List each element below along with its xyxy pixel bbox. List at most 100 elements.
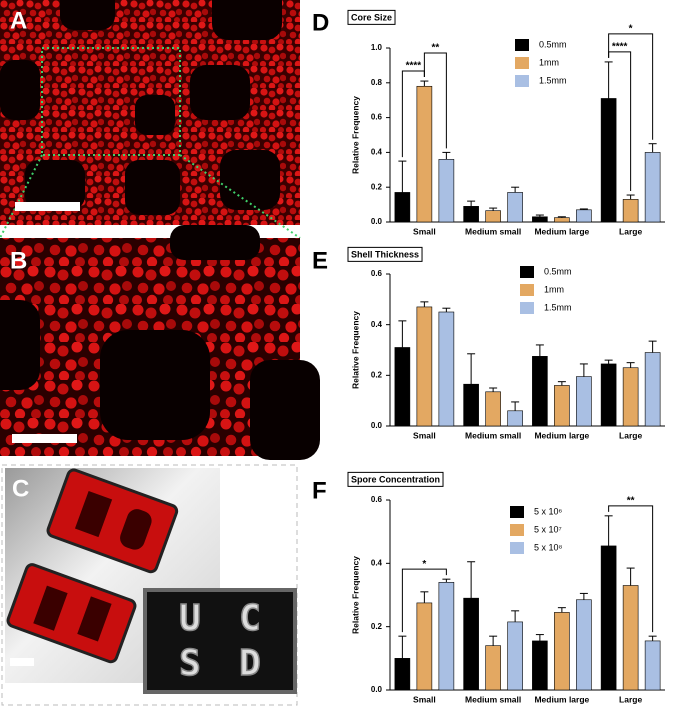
panel-c: U C S D C bbox=[1, 464, 298, 706]
panel-label: A bbox=[10, 7, 27, 34]
legend-swatch bbox=[510, 506, 524, 518]
legend-swatch bbox=[520, 266, 534, 278]
y-tick-label: 0.2 bbox=[371, 182, 383, 191]
significance-label: * bbox=[422, 559, 426, 570]
title-box bbox=[347, 471, 444, 487]
y-tick-label: 0.6 bbox=[371, 113, 383, 122]
bar bbox=[576, 209, 592, 223]
y-tick-label: 0.4 bbox=[371, 148, 383, 157]
bar bbox=[438, 159, 455, 223]
inset-letter: U bbox=[179, 598, 201, 639]
y-tick-label: 0.6 bbox=[371, 495, 383, 504]
title-box bbox=[347, 246, 423, 262]
significance-bracket bbox=[608, 505, 654, 633]
print-gap bbox=[74, 490, 113, 538]
hole bbox=[170, 225, 260, 260]
bar bbox=[600, 363, 617, 427]
bar bbox=[532, 356, 548, 427]
y-tick-label: 0.4 bbox=[371, 320, 383, 329]
hole bbox=[190, 65, 250, 120]
x-tick-label: Small bbox=[413, 430, 436, 440]
title-box bbox=[347, 9, 396, 25]
bar bbox=[463, 383, 479, 427]
bar bbox=[485, 391, 501, 427]
x-tick-label: Medium small bbox=[465, 430, 521, 440]
bar bbox=[416, 85, 433, 223]
hole bbox=[100, 330, 210, 440]
y-tick-label: 0.4 bbox=[371, 558, 383, 567]
bar bbox=[463, 206, 479, 223]
x-tick-label: Medium small bbox=[465, 694, 521, 704]
chart: Core Size Relative Frequency 0.0 0.2 0.4 0.6 0… bbox=[347, 9, 665, 236]
bar bbox=[600, 545, 617, 691]
bar bbox=[507, 192, 523, 223]
hole bbox=[135, 95, 175, 135]
bar bbox=[438, 311, 455, 427]
hole bbox=[125, 160, 180, 215]
x-tick-label: Large bbox=[619, 694, 642, 704]
legend-swatch bbox=[520, 284, 534, 296]
print-gap bbox=[120, 509, 152, 550]
inset bbox=[143, 588, 297, 694]
y-tick-label: 0.2 bbox=[371, 370, 383, 379]
significance-bracket bbox=[401, 568, 447, 633]
y-tick-label: 0.6 bbox=[371, 269, 383, 278]
y-tick-label: 0.2 bbox=[371, 622, 383, 631]
legend-swatch bbox=[510, 524, 524, 536]
legend-label: 5 x 10⁸ bbox=[534, 542, 563, 552]
legend-label: 1mm bbox=[544, 284, 564, 294]
hole bbox=[0, 300, 40, 390]
bar bbox=[416, 602, 433, 691]
bar bbox=[394, 658, 411, 691]
y-tick-label: 0.0 bbox=[371, 685, 383, 694]
bar bbox=[622, 585, 639, 691]
bar bbox=[485, 210, 501, 223]
bar bbox=[622, 367, 639, 427]
bar bbox=[507, 621, 523, 691]
y-tick-label: 1.0 bbox=[371, 43, 383, 52]
panel-label: D bbox=[312, 9, 329, 36]
zoom-line bbox=[0, 154, 43, 239]
print bbox=[6, 563, 137, 664]
x-tick-label: Medium large bbox=[534, 226, 589, 236]
x-tick-label: Medium small bbox=[465, 226, 521, 236]
bar bbox=[644, 352, 661, 427]
significance-bracket bbox=[608, 33, 654, 140]
hole bbox=[25, 160, 85, 210]
panel-frame bbox=[1, 464, 298, 706]
bar bbox=[532, 640, 548, 691]
inset-letter: D bbox=[239, 643, 261, 684]
hole bbox=[60, 0, 115, 30]
legend-label: 1.5mm bbox=[539, 75, 567, 85]
y-axis-label: Relative Frequency bbox=[350, 556, 360, 634]
bar bbox=[576, 376, 592, 427]
bar bbox=[394, 347, 411, 427]
panel-label: C bbox=[12, 475, 29, 502]
scale-bar bbox=[15, 202, 80, 211]
bar bbox=[622, 199, 639, 223]
print-gap bbox=[33, 585, 68, 631]
hole bbox=[212, 0, 282, 40]
x-tick-label: Medium large bbox=[534, 694, 589, 704]
legend-swatch bbox=[515, 39, 529, 51]
zoom-box bbox=[41, 47, 181, 156]
panel-b: B bbox=[0, 225, 320, 460]
bar bbox=[600, 98, 617, 223]
inset-letter: S bbox=[179, 643, 201, 684]
significance-label: * bbox=[629, 24, 633, 35]
panel-a: A bbox=[0, 0, 301, 239]
legend-label: 1.5mm bbox=[544, 302, 572, 312]
significance-bracket bbox=[423, 52, 447, 149]
bar bbox=[532, 216, 548, 223]
x-tick-label: Small bbox=[413, 694, 436, 704]
print bbox=[46, 468, 179, 574]
bar bbox=[438, 582, 455, 691]
bar bbox=[554, 217, 570, 223]
legend-label: 0.5mm bbox=[544, 266, 572, 276]
y-axis-label: Relative Frequency bbox=[350, 311, 360, 389]
bar bbox=[644, 640, 661, 691]
hole bbox=[220, 150, 280, 210]
significance-label: ** bbox=[627, 495, 635, 506]
legend-swatch bbox=[515, 75, 529, 87]
